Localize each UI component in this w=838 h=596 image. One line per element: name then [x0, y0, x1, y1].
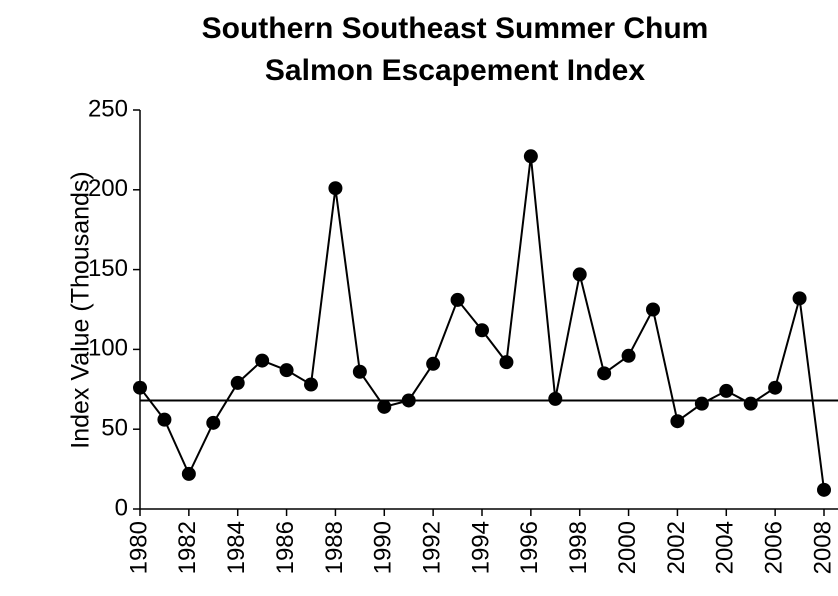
- data-point: [181, 466, 196, 481]
- y-tick-label: 200: [88, 175, 128, 202]
- data-point: [817, 482, 831, 497]
- x-tick-label: 1988: [321, 521, 348, 574]
- y-tick-label: 150: [88, 255, 128, 282]
- data-point: [621, 348, 636, 363]
- y-tick-label: 250: [88, 95, 128, 122]
- data-point: [792, 291, 807, 306]
- chart-title: Southern Southeast Summer Chum: [202, 12, 709, 45]
- x-tick-label: 2004: [712, 521, 739, 574]
- y-tick-label: 100: [88, 335, 128, 362]
- x-tick-label: 2008: [809, 521, 836, 574]
- x-tick-label: 2006: [760, 521, 787, 574]
- data-point: [377, 399, 392, 414]
- data-point: [279, 363, 294, 378]
- y-tick-label: 0: [115, 494, 128, 521]
- data-point: [352, 364, 367, 379]
- data-point: [743, 396, 758, 411]
- data-point: [450, 292, 465, 307]
- x-tick-label: 1992: [418, 521, 445, 574]
- data-point: [230, 375, 245, 390]
- data-point: [768, 380, 783, 395]
- data-line: [139, 156, 825, 490]
- data-point: [255, 353, 270, 368]
- data-point: [401, 393, 416, 408]
- x-tick-label: 1996: [516, 521, 543, 574]
- x-tick-label: 1982: [174, 521, 201, 574]
- data-point: [157, 412, 172, 427]
- y-tick-label: 50: [101, 415, 128, 442]
- x-tick-label: 1990: [370, 521, 397, 574]
- data-point: [475, 323, 489, 338]
- data-point: [328, 181, 343, 196]
- x-tick-label: 2000: [614, 521, 641, 574]
- x-tick-label: 1984: [223, 521, 250, 574]
- data-point: [694, 396, 709, 411]
- x-tick-label: 1980: [125, 521, 152, 574]
- data-point: [572, 267, 587, 282]
- data-point: [646, 302, 660, 317]
- data-point: [426, 356, 441, 371]
- x-tick-label: 2002: [663, 521, 690, 574]
- x-tick-label: 1998: [565, 521, 592, 574]
- data-point: [719, 383, 734, 398]
- data-point: [523, 149, 538, 164]
- x-tick-label: 1986: [272, 521, 299, 574]
- data-point: [548, 391, 563, 406]
- data-point: [206, 415, 221, 430]
- data-point: [499, 355, 514, 370]
- x-tick-label: 1994: [467, 521, 494, 574]
- data-point: [133, 380, 147, 395]
- data-point: [597, 366, 612, 381]
- y-axis-label: Index Value (Thousands): [67, 171, 95, 448]
- chart-title: Salmon Escapement Index: [265, 54, 645, 87]
- data-point: [304, 377, 318, 392]
- data-point: [670, 414, 685, 429]
